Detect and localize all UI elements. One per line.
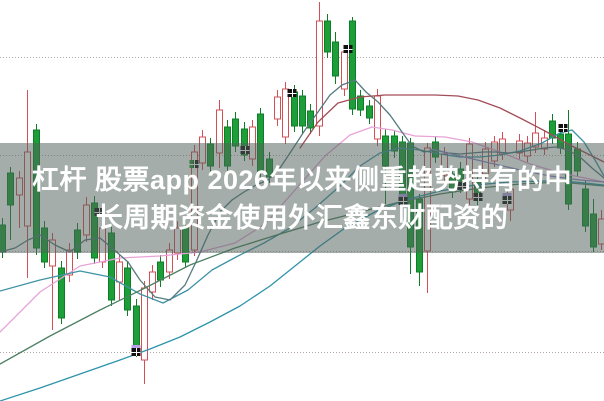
watermark-line-2: 长周期资金使用外汇鑫东财配资的 <box>95 203 509 233</box>
watermark-band: 杠杆 股票app 2026年以来侧重趋势持有的中 长周期资金使用外汇鑫东财配资的 <box>0 143 604 253</box>
watermark-line-1: 杠杆 股票app 2026年以来侧重趋势持有的中 <box>31 165 573 195</box>
